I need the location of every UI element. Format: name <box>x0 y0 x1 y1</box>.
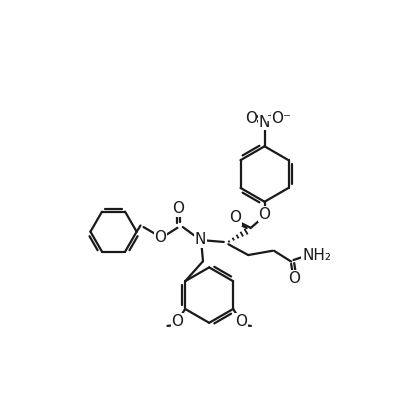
Text: O: O <box>172 201 184 216</box>
Text: O: O <box>288 271 300 286</box>
Text: O: O <box>245 111 257 126</box>
Text: O: O <box>235 314 247 329</box>
Text: O: O <box>229 210 241 225</box>
Text: N: N <box>195 232 206 247</box>
Text: +: + <box>267 111 275 121</box>
Text: O: O <box>171 314 184 329</box>
Text: N: N <box>259 115 270 130</box>
Text: O: O <box>259 207 271 222</box>
Text: O⁻: O⁻ <box>271 111 291 126</box>
Text: NH₂: NH₂ <box>302 248 331 263</box>
Text: O: O <box>155 230 166 245</box>
